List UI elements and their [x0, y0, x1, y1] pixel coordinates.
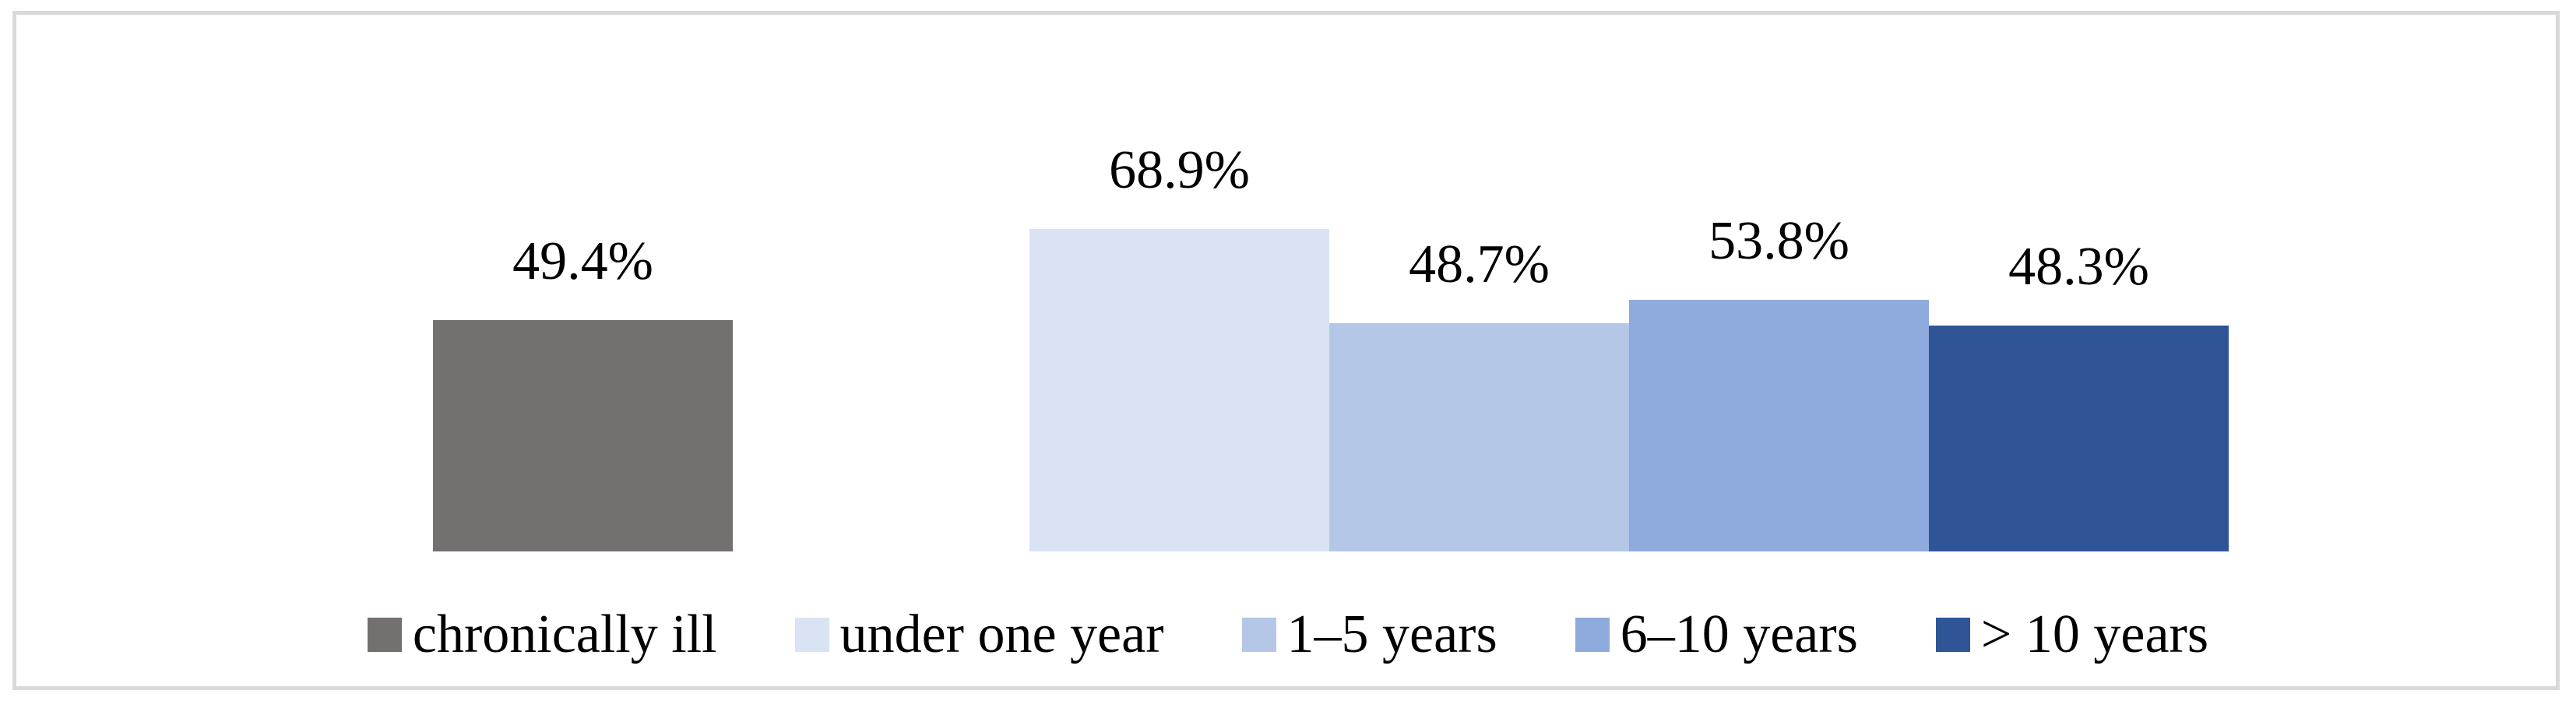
bar-gt-10-years [1929, 326, 2229, 551]
legend-item-under-one-year: under one year [794, 604, 1164, 664]
legend-item-1-5-years: 1–5 years [1241, 604, 1497, 664]
data-label-6-10-years: 53.8% [1709, 211, 1849, 271]
legend-swatch-1-5-years [1241, 618, 1276, 652]
legend-label-chronically-ill: chronically ill [412, 604, 717, 664]
data-label-under-one-year: 68.9% [1109, 140, 1250, 200]
legend-swatch-gt-10-years [1935, 618, 1970, 652]
bar-under-one-year [1029, 229, 1329, 551]
legend-label-gt-10-years: > 10 years [1980, 604, 2209, 664]
data-label-1-5-years: 48.7% [1409, 234, 1550, 294]
legend-label-1-5-years: 1–5 years [1286, 604, 1497, 664]
bar-6-10-years [1629, 300, 1929, 551]
bar-1-5-years [1329, 323, 1629, 551]
legend-item-gt-10-years: > 10 years [1935, 604, 2209, 664]
chart-legend: chronically ill under one year 1–5 years 6–… [0, 594, 2576, 675]
legend-label-under-one-year: under one year [839, 604, 1164, 664]
legend-swatch-under-one-year [794, 618, 829, 652]
legend-item-6-10-years: 6–10 years [1575, 608, 1858, 662]
legend-item-chronically-ill: chronically ill [367, 604, 717, 664]
data-label-gt-10-years: 48.3% [2008, 237, 2149, 297]
data-label-chronically-ill: 49.4% [512, 231, 653, 291]
legend-swatch-6-10-years [1575, 618, 1610, 652]
bar-chronically-ill [433, 320, 733, 551]
legend-swatch-chronically-ill [367, 618, 402, 652]
legend-label-6-10-years: 6–10 years [1620, 604, 1858, 664]
